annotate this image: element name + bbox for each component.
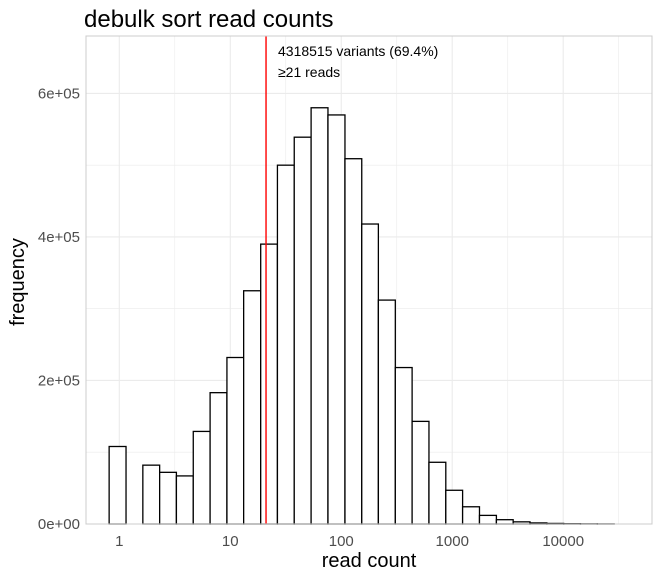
chart-title: debulk sort read counts <box>84 6 333 33</box>
x-tick-label: 100 <box>329 533 354 550</box>
histogram-bar <box>461 506 481 525</box>
x-axis-ticks: 1 10 100 1000 10000 <box>115 533 584 550</box>
histogram-bar <box>344 158 363 525</box>
x-tick-label: 1 <box>115 533 123 550</box>
histogram-bar <box>175 475 194 525</box>
histogram-bar <box>192 430 211 525</box>
histogram-bar <box>142 464 161 525</box>
x-tick-label: 1000 <box>436 533 469 550</box>
histogram-bars <box>108 107 615 525</box>
histogram-bar <box>209 392 228 525</box>
histogram-bar <box>428 461 447 525</box>
annotation-threshold: ≥21 reads <box>278 64 340 80</box>
histogram-bar <box>495 519 514 525</box>
y-axis-ticks: 0e+00 2e+05 4e+05 6e+05 <box>38 85 80 533</box>
histogram-bar <box>394 366 413 525</box>
histogram-bar <box>293 136 312 525</box>
panel-border <box>85 35 653 525</box>
x-axis-title: read count <box>322 550 417 572</box>
histogram-bar <box>226 356 245 525</box>
histogram-bar <box>327 114 346 525</box>
annotation-variants: 4318515 variants (69.4%) <box>278 43 438 59</box>
histogram-bar <box>478 514 498 525</box>
histogram-bar <box>243 290 262 525</box>
histogram-bar <box>361 223 380 525</box>
histogram-bar <box>411 420 430 525</box>
histogram-bar <box>260 243 279 525</box>
histogram-bar <box>108 445 127 525</box>
histogram-bar <box>276 164 295 525</box>
y-tick-label: 2e+05 <box>38 372 80 389</box>
y-tick-label: 0e+00 <box>38 516 80 533</box>
histogram-bar <box>377 299 396 525</box>
y-tick-label: 4e+05 <box>38 229 80 246</box>
y-axis-title: frequency <box>7 238 29 326</box>
x-tick-label: 10 <box>222 533 239 550</box>
histogram-bar <box>158 471 178 525</box>
histogram-bar <box>310 107 329 525</box>
x-tick-label: 10000 <box>542 533 584 550</box>
y-tick-label: 6e+05 <box>38 85 80 102</box>
histogram-bar <box>445 489 464 525</box>
